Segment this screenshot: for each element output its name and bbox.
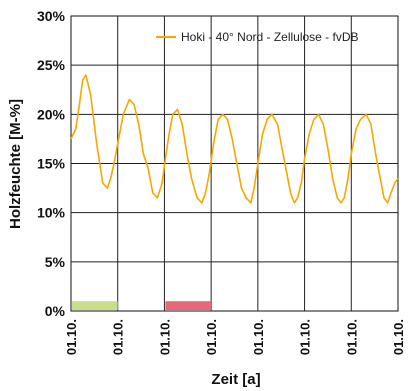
x-tick-label: 01.10. [64,319,79,355]
x-tick-label: 01.10. [204,319,219,355]
x-tick-labels: 01.10. 01.10. 01.10. 01.10. 01.10. 01.10. 01.1… [64,319,406,355]
y-tick-label: 5% [45,254,66,270]
x-axis-title: Zeit [a] [211,371,260,388]
y-tick-labels: 0% 5% 10% 15% 20% 25% 30% [37,8,66,319]
legend: Hoki - 40° Nord - Zellulose - fvDB [156,30,359,44]
x-tick-label: 01.10. [111,319,126,355]
x-tick-label: 01.10. [344,319,359,355]
season-bands [72,301,212,310]
x-tick-label: 01.10. [157,319,172,355]
x-tick-label: 01.10. [391,319,406,355]
y-tick-label: 25% [37,57,66,73]
series-line [70,74,399,204]
period-band [72,301,118,310]
x-tick-label: 01.10. [251,319,266,355]
y-tick-label: 10% [37,205,66,221]
y-tick-label: 15% [37,156,66,172]
y-tick-label: 20% [37,106,66,122]
y-tick-label: 0% [45,303,66,319]
period-band [165,301,212,310]
y-tick-label: 30% [37,8,66,24]
legend-label: Hoki - 40° Nord - Zellulose - fvDB [181,30,359,44]
y-axis-title: Holzfeuchte [M-%] [7,99,24,229]
series-layer [70,74,399,204]
x-tick-label: 01.10. [298,319,313,355]
